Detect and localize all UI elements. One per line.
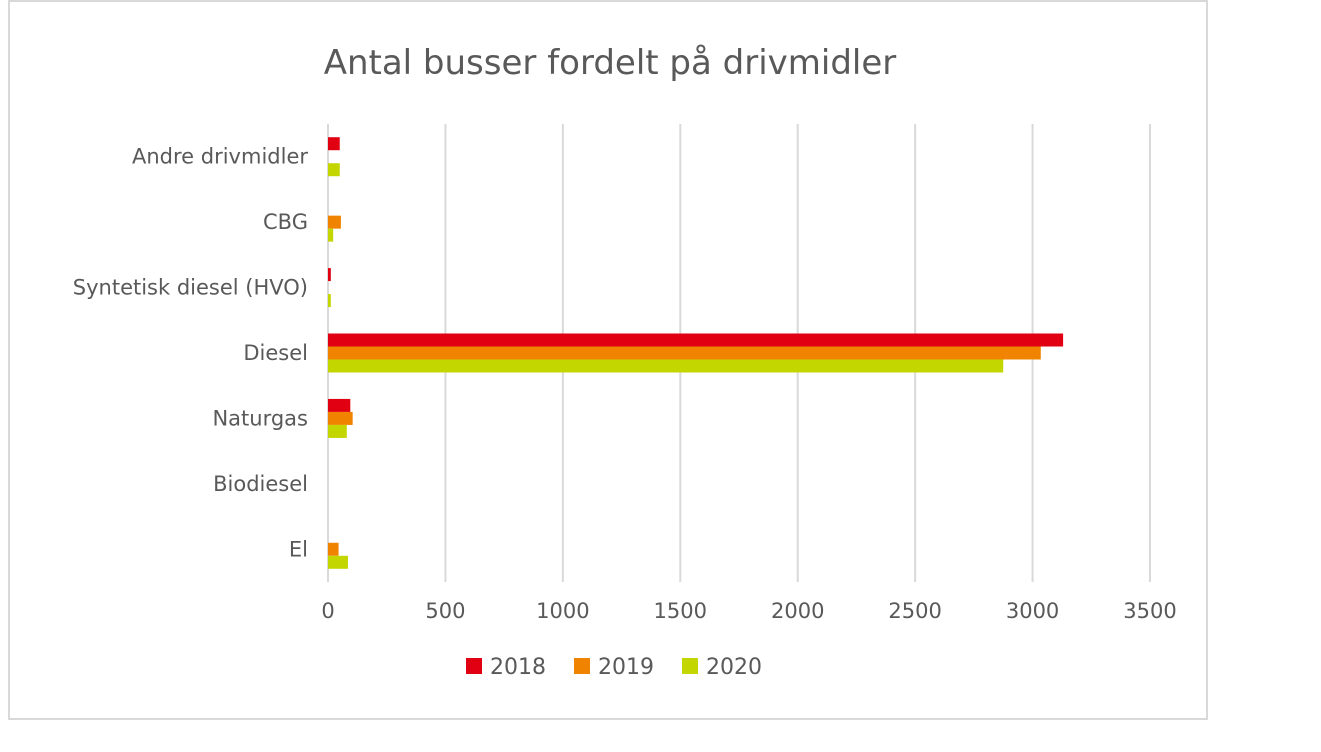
legend-swatch: [466, 658, 482, 674]
category-label: El: [289, 537, 308, 561]
chart-frame: Antal busser fordelt på drivmidler El Bio…: [8, 0, 1208, 720]
chart-title: Antal busser fordelt på drivmidler: [324, 43, 897, 83]
bar-2018: [328, 268, 331, 282]
category-label: Syntetisk diesel (HVO): [73, 276, 308, 300]
bar-2020: [328, 228, 334, 242]
legend-label: 2020: [706, 655, 762, 680]
x-tick-label: 500: [425, 599, 465, 623]
bars: [328, 137, 1064, 569]
legend: 2018 2019 2020: [466, 655, 762, 680]
legend-swatch: [682, 658, 698, 674]
category-labels: El Biodiesel Naturgas Diesel Syntetisk diese…: [73, 145, 309, 562]
bar-2019: [328, 411, 353, 425]
bar-2020: [328, 555, 348, 569]
x-tick-label: 2000: [771, 599, 824, 623]
x-tick-label: 1500: [654, 599, 707, 623]
bar-2020: [328, 359, 1004, 373]
bar-chart: Antal busser fordelt på drivmidler El Bio…: [73, 43, 1177, 680]
bar-2018: [328, 333, 1064, 347]
x-axis-ticks: 0 500 1000 1500 2000 2500 3000 3500: [321, 599, 1176, 623]
bar-2018: [328, 398, 351, 412]
legend-swatch: [574, 658, 590, 674]
x-tick-label: 3500: [1123, 599, 1176, 623]
category-label: Biodiesel: [213, 472, 308, 496]
legend-label: 2019: [598, 655, 654, 680]
x-tick-label: 0: [321, 599, 334, 623]
x-tick-label: 1000: [536, 599, 589, 623]
bar-2020: [328, 294, 331, 308]
bar-2020: [328, 424, 347, 438]
bar-2019: [328, 542, 339, 556]
bar-2020: [328, 163, 340, 177]
category-label: Andre drivmidler: [132, 145, 308, 169]
legend-label: 2018: [490, 655, 546, 680]
bar-2019: [328, 215, 341, 229]
x-tick-label: 2500: [888, 599, 941, 623]
bar-2019: [328, 346, 1041, 360]
category-label: CBG: [263, 210, 308, 234]
x-tick-label: 3000: [1006, 599, 1059, 623]
category-label: Naturgas: [212, 406, 308, 430]
category-label: Diesel: [243, 341, 308, 365]
bar-2018: [328, 137, 340, 151]
